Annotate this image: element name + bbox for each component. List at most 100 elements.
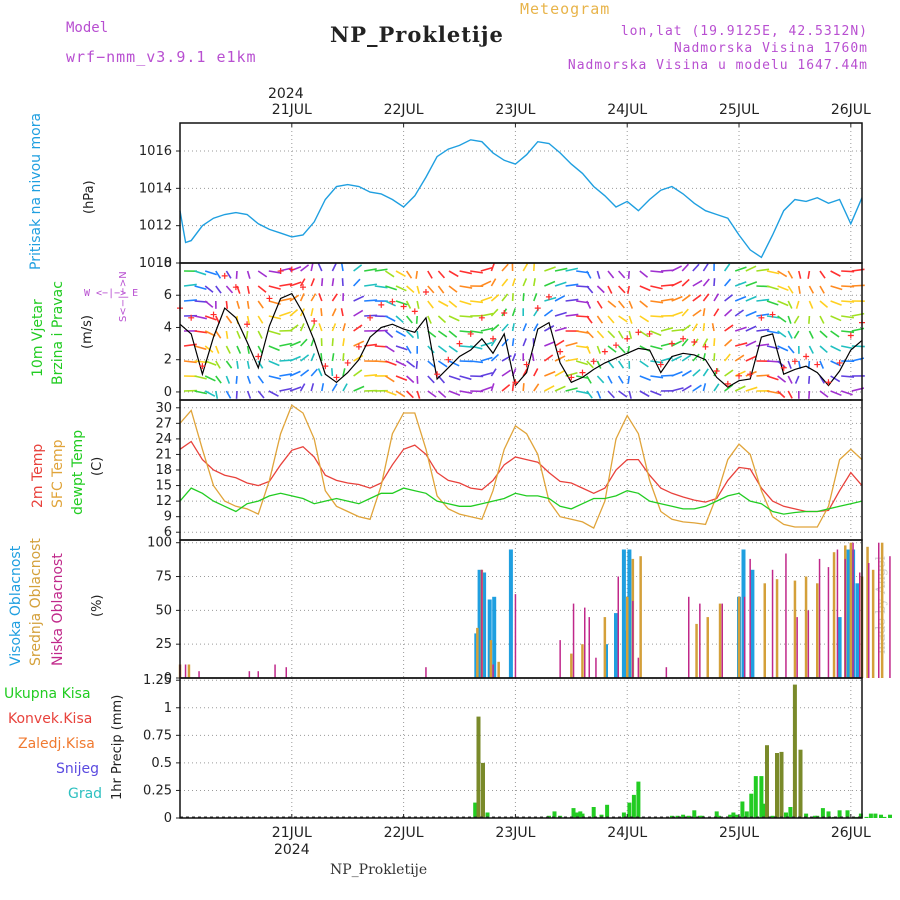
wind-arrow: [777, 270, 788, 278]
wind-arrow: [586, 330, 594, 339]
ytick-label-temperature-6: 24: [155, 432, 172, 447]
gust-marker: [825, 379, 832, 386]
high-cloud-bar: [492, 596, 497, 678]
wind-arrow: [215, 360, 221, 369]
ytick-label-wind-1: 2: [164, 353, 172, 368]
gust-marker: [255, 353, 262, 360]
wind-arrow: [830, 285, 843, 291]
wind-arrow: [194, 360, 208, 364]
wind-arrow: [353, 295, 365, 302]
low-cloud-bar: [721, 603, 723, 678]
wind-arrow: [607, 330, 616, 339]
wind-arrow: [501, 293, 509, 302]
wind-arrow: [289, 386, 302, 392]
mid-cloud-bar: [793, 580, 797, 678]
wind-arrow: [639, 390, 650, 398]
precip-bar: [580, 813, 585, 818]
wind-arrow: [650, 375, 664, 379]
wind-arrow: [586, 285, 594, 294]
wind-arrow: [299, 293, 305, 302]
precip-bar: [820, 808, 825, 818]
gust-marker: [758, 314, 765, 321]
wind-arrow: [204, 375, 216, 382]
wind-arrow: [374, 285, 388, 289]
wind-arrow: [724, 384, 734, 392]
wind-arrow: [385, 315, 396, 322]
wind-arrow: [819, 285, 825, 294]
wind-arrow: [650, 330, 662, 337]
wind-arrow: [246, 270, 251, 279]
gust-marker: [411, 308, 418, 315]
wind-arrow: [798, 270, 802, 279]
precip-bar: [759, 776, 764, 818]
high-cloud-bar: [741, 549, 746, 678]
wind-arrow: [395, 315, 404, 324]
gust-marker: [478, 314, 485, 321]
wind-arrow: [713, 383, 720, 392]
wind-arrow: [490, 383, 495, 392]
wind-arrow: [808, 390, 811, 399]
gust-marker: [791, 358, 798, 365]
date-label-bottom-5: 26JUL: [831, 825, 871, 841]
wind-arrow: [257, 270, 268, 278]
precip-bar: [882, 816, 887, 818]
wind-arrow: [544, 324, 555, 332]
wind-arrow: [671, 340, 683, 347]
wind-arrow: [596, 330, 605, 339]
wind-arrow: [268, 360, 280, 367]
wind-arrow: [533, 383, 540, 392]
wind-arrow: [734, 295, 747, 302]
wind-arrow: [639, 300, 649, 308]
wind-arrow: [627, 375, 630, 384]
wind-arrow: [300, 264, 310, 272]
wind-arrow: [565, 298, 579, 302]
wind-arrow: [702, 293, 710, 302]
wind-arrow: [246, 360, 250, 369]
ytick-label-pressure-2: 1014: [139, 181, 172, 196]
wind-arrow: [279, 373, 293, 377]
wind-arrow: [724, 324, 734, 332]
wind-arrow: [554, 385, 566, 392]
precip-bar: [792, 684, 797, 818]
high-cloud-bar: [855, 583, 860, 678]
wind-arrow: [681, 354, 692, 362]
gust-marker: [568, 374, 575, 381]
wind-arrow: [511, 323, 515, 332]
wind-arrow: [395, 390, 406, 398]
low-cloud-bar: [588, 617, 590, 678]
wind-arrow: [766, 300, 779, 306]
wind-arrow: [777, 315, 787, 323]
wind-arrow: [310, 308, 314, 317]
wind-arrow: [723, 353, 731, 362]
wind-arrow: [364, 299, 378, 302]
low-cloud-bar: [632, 600, 634, 678]
wind-arrow: [819, 270, 826, 279]
wind-arrow: [586, 270, 592, 279]
wind-arrow: [851, 345, 865, 348]
mid-cloud-bar: [187, 664, 191, 678]
wind-arrow: [279, 283, 293, 287]
wind-arrow: [522, 278, 528, 287]
wind-arrow: [194, 330, 208, 334]
wind-arrow: [246, 315, 250, 324]
precip-bar: [734, 814, 739, 818]
wind-arrow: [830, 330, 840, 338]
wind-arrow: [384, 375, 395, 383]
wind-arrow: [681, 263, 690, 272]
ytick-label-temperature-8: 30: [155, 401, 172, 416]
wind-arrow: [459, 375, 472, 381]
gust-marker: [724, 380, 731, 387]
wind-arrow: [702, 278, 710, 287]
wind-arrow: [565, 313, 579, 317]
ytick-label-wind-2: 4: [164, 320, 172, 335]
precip-bar: [749, 793, 754, 818]
gust-marker: [523, 361, 530, 368]
wind-arrow: [331, 338, 334, 347]
wind-arrow: [745, 340, 757, 347]
wind-arrow: [215, 285, 222, 294]
gust-marker: [299, 284, 306, 291]
wind-arrow: [596, 360, 602, 369]
wind-arrow: [385, 300, 396, 307]
gust-marker: [501, 309, 508, 316]
wind-arrow: [320, 308, 323, 317]
